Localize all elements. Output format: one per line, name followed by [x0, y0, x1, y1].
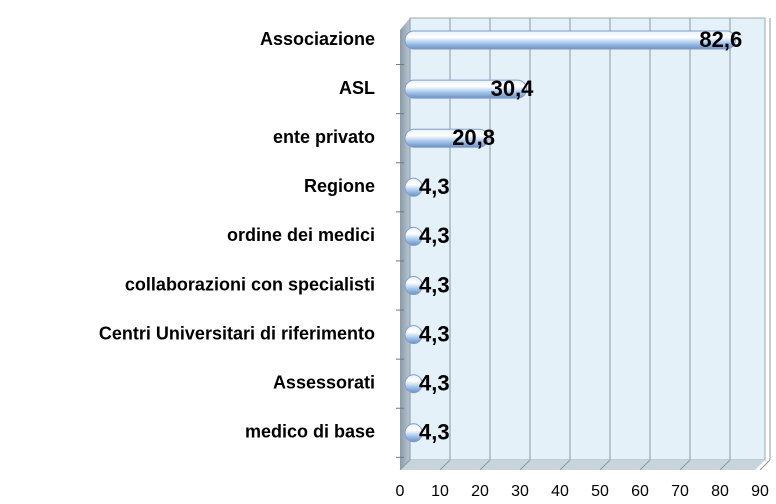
value-label: 4,3 — [419, 420, 450, 445]
y-tick-label: Associazione — [260, 29, 375, 49]
x-tick-label: 10 — [431, 483, 449, 500]
x-tick-label: 40 — [551, 483, 569, 500]
y-tick-label: Assessorati — [273, 372, 375, 392]
floor-line — [559, 459, 571, 471]
floor-line — [599, 459, 611, 471]
bar — [404, 128, 489, 148]
value-label: 30,4 — [491, 76, 535, 101]
value-label: 20,8 — [452, 125, 495, 150]
x-tick-label: 60 — [631, 483, 649, 500]
bar — [404, 423, 423, 443]
value-label: 4,3 — [419, 321, 450, 346]
bar — [404, 374, 423, 394]
y-tick-label: Centri Universitari di riferimento — [99, 323, 375, 343]
bar — [404, 177, 423, 197]
value-label: 4,3 — [419, 174, 450, 199]
y-tick-label: Regione — [304, 176, 375, 196]
floor — [400, 460, 765, 470]
y-tick-label: ordine dei medici — [227, 225, 375, 245]
value-label: 4,3 — [419, 371, 450, 396]
bar — [404, 226, 423, 246]
bar — [404, 79, 528, 99]
value-label: 4,3 — [419, 272, 450, 297]
x-tick-label: 30 — [511, 483, 529, 500]
value-label: 4,3 — [419, 223, 450, 248]
y-tick-label: collaborazioni con specialisti — [125, 274, 375, 294]
floor-line — [519, 459, 531, 471]
floor-line — [759, 459, 771, 471]
side-wall — [400, 18, 410, 470]
x-tick-label: 20 — [471, 483, 489, 500]
floor-line — [639, 459, 651, 471]
floor-line — [679, 459, 691, 471]
floor-line — [399, 459, 411, 471]
x-tick-label: 90 — [751, 483, 769, 500]
x-tick-label: 80 — [711, 483, 729, 500]
x-tick-label: 70 — [671, 483, 689, 500]
x-tick-label: 50 — [591, 483, 609, 500]
y-tick-label: medico di base — [245, 422, 375, 442]
y-tick-label: ASL — [339, 78, 375, 98]
y-tick-label: ente privato — [273, 127, 375, 147]
value-label: 82,6 — [699, 27, 742, 52]
floor-line — [479, 459, 491, 471]
bar — [404, 276, 423, 295]
floor-line — [439, 459, 451, 471]
floor-line — [719, 459, 731, 471]
x-tick-label: 0 — [396, 483, 405, 500]
bar — [404, 325, 423, 345]
bar — [404, 30, 736, 50]
